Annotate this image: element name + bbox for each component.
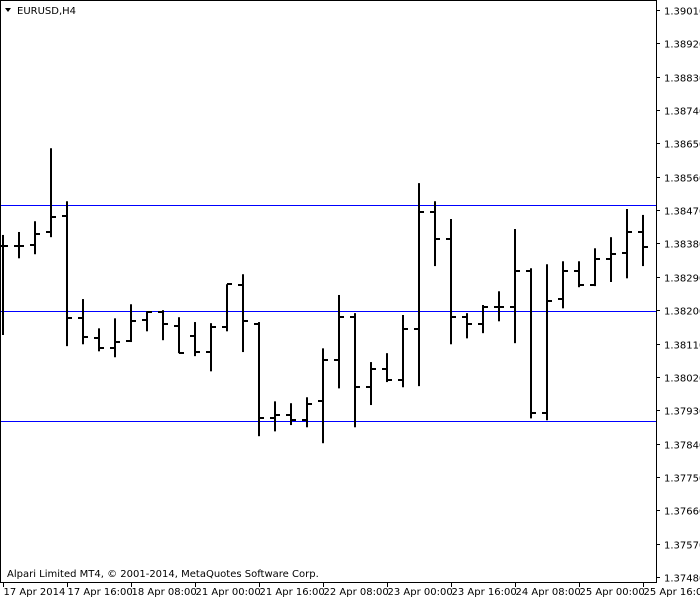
price-tick-label: 1.38560	[664, 174, 700, 185]
time-tick-label: 23 Apr 16:00	[452, 587, 517, 598]
price-tick-label: 1.38920	[664, 40, 700, 51]
price-tick-label: 1.38200	[664, 307, 700, 318]
ohlc-bar[interactable]	[94, 328, 104, 352]
ohlc-bar[interactable]	[30, 221, 40, 255]
ohlc-bar[interactable]	[190, 322, 200, 357]
ohlc-bar[interactable]	[526, 268, 536, 419]
price-tick-label: 1.37480	[664, 574, 700, 585]
ohlc-bar[interactable]	[574, 261, 584, 288]
price-tick-label: 1.38020	[664, 374, 700, 385]
ohlc-bar[interactable]	[222, 283, 232, 332]
ohlc-bar[interactable]	[318, 348, 328, 444]
price-tick-label: 1.38740	[664, 107, 700, 118]
price-tick-label: 1.38650	[664, 140, 700, 151]
ohlc-bar[interactable]	[62, 201, 72, 347]
ohlc-bar[interactable]	[462, 313, 472, 339]
ohlc-bar[interactable]	[206, 323, 216, 372]
price-tick-label: 1.37840	[664, 441, 700, 452]
ohlc-bar[interactable]	[638, 214, 648, 267]
triangle-down-icon[interactable]	[5, 8, 11, 12]
time-tick-label: 21 Apr 16:00	[260, 587, 325, 598]
ohlc-bar[interactable]	[14, 231, 24, 259]
time-tick-label: 21 Apr 00:00	[196, 587, 261, 598]
ohlc-bar[interactable]	[78, 299, 88, 345]
ohlc-bar[interactable]	[542, 264, 552, 421]
plot-frame	[0, 0, 657, 583]
ohlc-bar[interactable]	[590, 248, 600, 287]
time-tick-label: 23 Apr 00:00	[388, 587, 453, 598]
ohlc-bar[interactable]	[0, 234, 8, 336]
price-axis[interactable]: 1.39010 1.38920 1.38830 1.38740 1.38650 1.385…	[656, 7, 700, 585]
time-tick-label: 17 Apr 2014	[4, 587, 66, 598]
price-tick-label: 1.37660	[664, 507, 700, 518]
ohlc-bar[interactable]	[142, 311, 152, 332]
ohlc-bar[interactable]	[382, 353, 392, 383]
ohlc-bar[interactable]	[510, 229, 520, 344]
time-tick-label: 17 Apr 16:00	[68, 587, 133, 598]
ohlc-bar[interactable]	[110, 318, 120, 358]
time-tick-label: 25 Apr 16:00	[644, 587, 700, 598]
time-tick-label: 24 Apr 08:00	[516, 587, 581, 598]
copyright-text: Alpari Limited MT4, © 2001-2014, MetaQuo…	[7, 569, 319, 580]
ohlc-bar[interactable]	[446, 219, 456, 345]
price-tick-label: 1.39010	[664, 7, 700, 18]
price-tick-label: 1.38830	[664, 74, 700, 85]
ohlc-bar[interactable]	[334, 294, 344, 389]
time-tick-label: 22 Apr 08:00	[324, 587, 389, 598]
ohlc-bars	[0, 148, 648, 444]
time-tick-label: 18 Apr 08:00	[132, 587, 197, 598]
price-tick-label: 1.38470	[664, 207, 700, 218]
time-tick-label: 25 Apr 00:00	[580, 587, 645, 598]
ohlc-bar[interactable]	[414, 183, 424, 387]
price-tick-label: 1.38110	[664, 341, 700, 352]
chart-title: EURUSD,H4	[17, 6, 76, 17]
price-tick-label: 1.37930	[664, 407, 700, 418]
ohlc-bar[interactable]	[558, 261, 568, 309]
price-tick-label: 1.37570	[664, 541, 700, 552]
ohlc-bar[interactable]	[270, 401, 280, 432]
ohlc-bar[interactable]	[622, 209, 632, 279]
ohlc-bar[interactable]	[398, 314, 408, 388]
price-tick-label: 1.38290	[664, 274, 700, 285]
ohlc-bar[interactable]	[302, 397, 312, 428]
ohlc-bar[interactable]	[46, 148, 56, 238]
ohlc-bar[interactable]	[494, 291, 504, 322]
ohlc-bar[interactable]	[238, 274, 248, 353]
ohlc-bar[interactable]	[478, 304, 488, 334]
ohlc-bar[interactable]	[606, 237, 616, 283]
ohlc-bar[interactable]	[126, 304, 136, 343]
ohlc-bar[interactable]	[350, 313, 360, 428]
ohlc-bar[interactable]	[254, 322, 264, 437]
ohlc-bar[interactable]	[430, 201, 440, 267]
ohlc-bar[interactable]	[174, 317, 184, 354]
price-tick-label: 1.37750	[664, 474, 700, 485]
ohlc-bar[interactable]	[158, 310, 168, 341]
ohlc-bar[interactable]	[286, 403, 296, 426]
price-tick-label: 1.38380	[664, 240, 700, 251]
ohlc-bar[interactable]	[366, 362, 376, 406]
